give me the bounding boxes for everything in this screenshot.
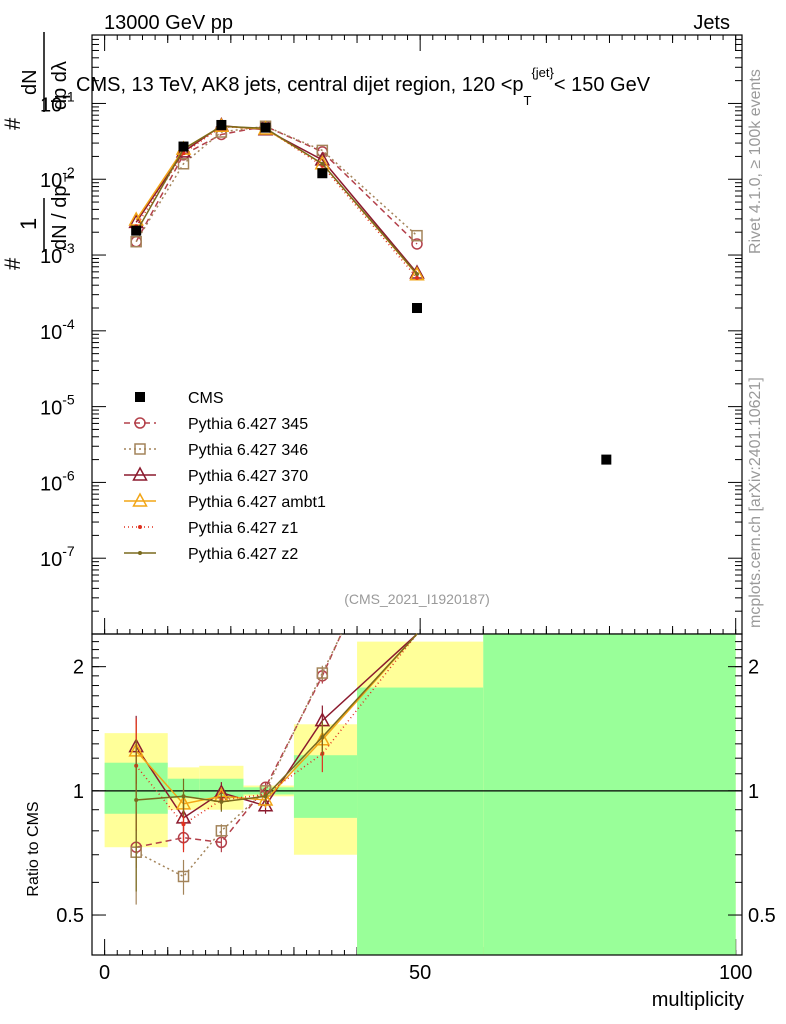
site-label: mcplots.cern.ch [arXiv:2401.10621] [747,377,764,628]
main-line-p346 [135,125,418,243]
main-line-z1 [135,126,418,279]
cms-point-1 [178,141,189,152]
ratio-point-z2-0 [134,798,139,803]
legend-marker-z1 [138,525,142,529]
rtick-label-left-1: 1 [73,781,84,803]
rivet-label: Rivet 4.1.0, ≥ 100k events [747,69,764,254]
analysis-watermark: (CMS_2021_I1920187) [344,591,490,607]
x-axis-label: multiplicity [652,989,744,1011]
ratio-panel: 0.5 0.5 1 1 2 2 0 50 100 [56,633,776,984]
legend-marker-z2 [138,551,142,555]
xtick-label-2: 100 [719,962,752,984]
legend: CMS Pythia 6.427 345 Pythia 6.427 346 Pythi… [124,390,326,563]
main-line-ambt1 [135,125,418,276]
cms-point-0 [131,225,142,236]
rtick-label-left-0: 0.5 [56,905,84,927]
rtick-label-right-0: 0.5 [748,905,776,927]
band-green-4 [293,755,358,818]
cms-point-5 [412,303,422,314]
cms-point-3 [260,122,271,133]
main-point-z2-4 [320,161,325,166]
legend-label-p345: Pythia 6.427 345 [188,416,308,433]
cms-point-6 [601,454,612,465]
ratio-ylabel: Ratio to CMS [25,801,42,896]
main-point-z1-5 [415,275,419,280]
legend-marker-ambt1 [132,492,148,507]
ytick-label-0: 10-7 [40,543,75,571]
main-line-z2 [135,125,418,275]
main-point-p346-1 [177,158,190,170]
legend-marker-p370 [132,466,148,481]
chart-title: CMS, 13 TeV, AK8 jets, central dijet reg… [76,65,651,108]
legend-label-p370: Pythia 6.427 370 [188,468,308,485]
legend-marker-cms [135,392,145,402]
main-frame [91,34,743,635]
ytick-label-1: 10-6 [40,467,75,495]
ratio-line-p346 [135,633,342,878]
header-right: Jets [693,12,730,34]
ratio-line-p345 [136,633,342,848]
legend-marker-p346 [134,443,146,455]
rtick-label-right-1: 1 [748,781,759,803]
ytick-label-2: 10-5 [40,392,75,420]
ratio-line-ambt1 [135,633,418,805]
main-line-p345 [135,125,418,245]
main-line-p370 [135,124,418,274]
ratio-point-z2-4 [320,735,325,740]
header-left: 13000 GeV pp [104,12,233,34]
cms-point-2 [216,119,227,130]
ratio-point-z2-3 [263,794,268,799]
main-point-p346-5 [411,229,423,242]
rtick-label-right-2: 2 [748,657,759,679]
main-point-p345-5 [411,238,423,250]
ratio-line-z2 [136,633,418,803]
band-green-6 [483,634,736,955]
ratio-point-ambt1-3 [257,791,274,806]
ylabel-hash2: # [0,117,25,130]
main-point-p346-0 [130,235,142,248]
legend-label-z1: Pythia 6.427 z1 [188,520,298,537]
ratio-point-z2-1 [181,794,186,799]
ylabel-frac2-num: dN [19,69,41,95]
legend-label-cms: CMS [188,390,224,407]
ratio-point-p346-4 [316,667,329,679]
legend-label-p346: Pythia 6.427 346 [188,442,308,459]
legend-label-z2: Pythia 6.427 z2 [188,546,298,563]
band-green-5 [357,687,484,955]
legend-marker-p345 [134,417,146,429]
ylabel-frac1-num: 1 [16,218,41,230]
cms-point-4 [317,168,328,179]
ylabel-subT: T [61,173,77,182]
ylabel-frac1-den: dN / dp [49,186,71,250]
legend-label-ambt1: Pythia 6.427 ambt1 [188,494,326,511]
ratio-point-z1-1 [181,822,186,827]
ylabel-hash: # [0,257,25,270]
ytick-label-3: 10-4 [40,316,75,344]
xtick-label-1: 50 [409,962,431,984]
main-ylabel: # 1 dN / dp T # dN dp dλ [0,32,77,270]
ratio-point-p346-2 [215,825,228,837]
main-point-z2-5 [415,272,419,277]
rtick-label-left-2: 2 [73,657,84,679]
xtick-label-0: 0 [99,962,110,984]
ratio-point-p346-1 [177,870,190,883]
ratio-point-z2-2 [219,799,224,804]
ylabel-frac2-den: dp dλ [49,61,71,110]
